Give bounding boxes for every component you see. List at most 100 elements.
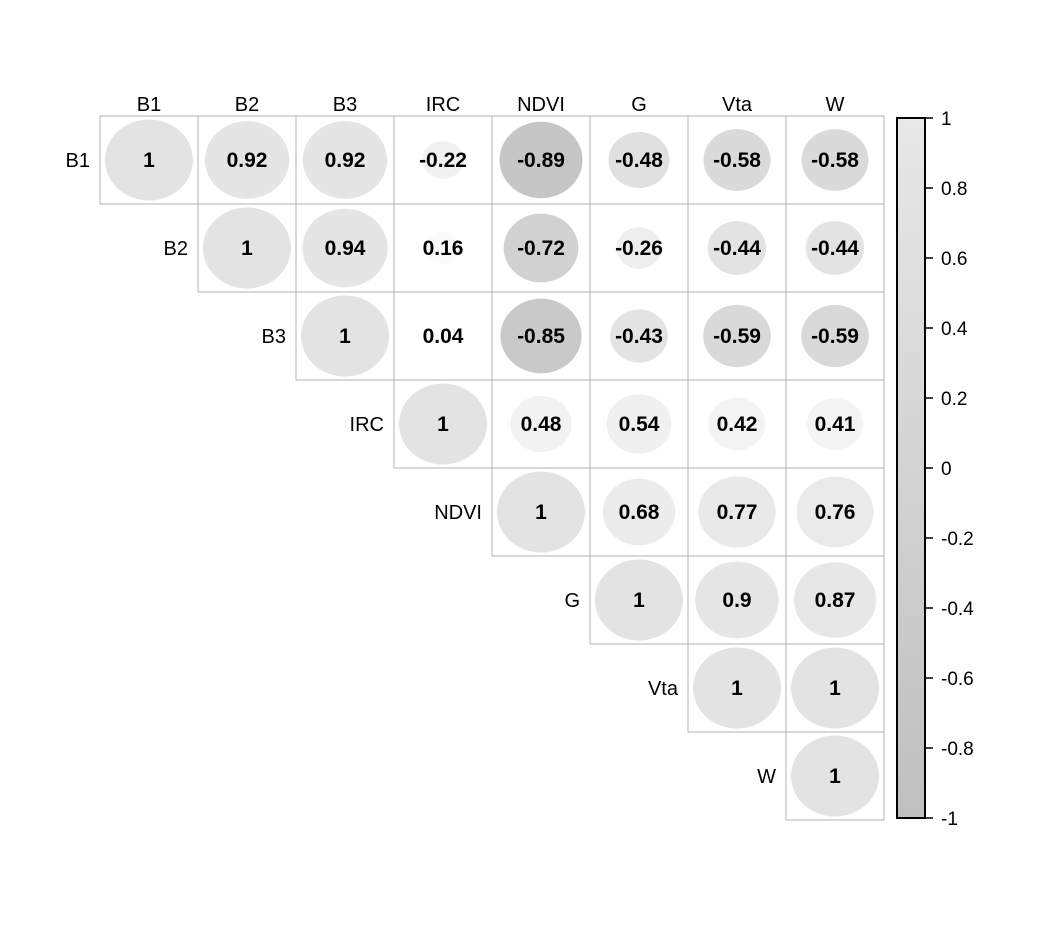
correlation-circle	[301, 295, 389, 377]
correlation-value: 0.42	[717, 413, 758, 436]
correlation-circle	[698, 476, 776, 548]
row-label-W: W	[757, 766, 776, 788]
correlation-circle	[708, 397, 766, 451]
colorbar-tick-label: 0.2	[941, 389, 967, 410]
correlation-value: 1	[535, 501, 547, 524]
correlation-circle	[695, 561, 779, 639]
correlation-circle	[503, 213, 579, 283]
column-header-B2: B2	[235, 94, 259, 116]
correlation-circle	[608, 131, 670, 189]
correlation-value: -0.59	[713, 325, 761, 348]
row-label-IRC: IRC	[350, 414, 384, 436]
correlation-circle	[693, 647, 781, 729]
column-header-Vta: Vta	[722, 94, 753, 116]
colorbar-tick-label: 0.8	[941, 179, 967, 200]
correlation-value: 0.87	[815, 589, 856, 612]
correlation-circle	[796, 476, 874, 548]
correlation-circle	[399, 383, 487, 465]
correlation-circle	[806, 398, 864, 450]
correlation-value: -0.44	[811, 237, 859, 260]
correlation-value: 0.76	[815, 501, 856, 524]
correlation-circle	[801, 304, 869, 368]
correlation-value: -0.85	[517, 325, 565, 348]
correlation-value: -0.58	[713, 149, 761, 172]
correlation-circle	[434, 327, 452, 345]
colorbar	[896, 117, 926, 819]
correlation-circle	[801, 129, 869, 191]
colorbar-tick-label: 0	[941, 459, 952, 480]
correlation-circle	[791, 647, 879, 729]
correlation-circle	[703, 129, 771, 191]
correlation-value: 1	[633, 589, 645, 612]
correlation-value: 0.94	[325, 237, 366, 260]
colorbar-tick-label: -1	[941, 809, 958, 830]
column-header-B3: B3	[333, 94, 357, 116]
correlation-value: 0.92	[227, 149, 268, 172]
correlation-value: 0.41	[815, 413, 856, 436]
correlation-value: -0.72	[517, 237, 565, 260]
column-header-W: W	[826, 94, 845, 116]
correlation-circle	[422, 141, 464, 179]
correlation-value: 1	[437, 413, 449, 436]
correlation-value: -0.48	[615, 149, 663, 172]
column-header-B1: B1	[137, 94, 161, 116]
correlation-circle	[302, 208, 388, 288]
correlation-value: -0.58	[811, 149, 859, 172]
column-header-IRC: IRC	[426, 94, 460, 116]
column-header-NDVI: NDVI	[517, 94, 565, 116]
colorbar-tick-label: -0.8	[941, 739, 974, 760]
correlation-value: -0.59	[811, 325, 859, 348]
row-label-Vta: Vta	[648, 678, 679, 700]
correlation-circle	[203, 207, 291, 289]
correlation-circle	[204, 121, 290, 199]
correlation-circle	[703, 304, 771, 368]
correlation-value: 1	[829, 677, 841, 700]
row-label-B1: B1	[66, 150, 90, 172]
correlation-value: 1	[143, 149, 155, 172]
correlation-circle	[616, 227, 662, 269]
correlation-circle	[595, 559, 683, 641]
row-label-B2: B2	[164, 238, 188, 260]
correlation-circle	[500, 298, 582, 374]
correlation-value: 0.68	[619, 501, 660, 524]
correlation-value: 0.04	[423, 325, 464, 348]
correlation-circle	[793, 562, 877, 638]
correlation-value: -0.89	[517, 149, 565, 172]
matrix-cell	[785, 731, 885, 821]
correlation-circle	[499, 121, 583, 199]
correlation-circle	[610, 309, 668, 363]
colorbar-tick-label: -0.4	[941, 599, 974, 620]
correlation-circle	[791, 735, 879, 817]
correlation-value: 0.54	[619, 413, 660, 436]
correlation-value: 1	[829, 765, 841, 788]
colorbar-tick-label: -0.6	[941, 669, 974, 690]
correlation-circle	[805, 221, 865, 275]
correlation-circle	[302, 121, 388, 199]
colorbar-tick-label: -0.2	[941, 529, 974, 550]
correlation-circle	[602, 478, 676, 546]
correlation-value: 0.92	[325, 149, 366, 172]
correlation-circle	[425, 231, 461, 265]
colorbar-tick-label: 1	[941, 109, 952, 130]
correlation-circle	[105, 119, 193, 201]
row-label-G: G	[564, 590, 580, 612]
correlation-value: 1	[241, 237, 253, 260]
colorbar-tick-label: 0.4	[941, 319, 968, 340]
row-label-NDVI: NDVI	[434, 502, 482, 524]
correlation-value: 0.16	[423, 237, 464, 260]
correlation-circle	[497, 471, 585, 553]
correlation-value: -0.22	[419, 149, 467, 172]
row-label-B3: B3	[262, 326, 286, 348]
correlation-circle	[606, 394, 672, 454]
correlation-circle	[707, 221, 767, 275]
correlation-value: 0.48	[521, 413, 562, 436]
correlation-value: 0.9	[722, 589, 751, 612]
correlation-value: -0.44	[713, 237, 761, 260]
colorbar-tick-label: 0.6	[941, 249, 967, 270]
correlation-value: 1	[731, 677, 743, 700]
correlation-value: 0.77	[717, 501, 758, 524]
column-header-G: G	[631, 94, 647, 116]
correlation-circle	[510, 395, 572, 453]
